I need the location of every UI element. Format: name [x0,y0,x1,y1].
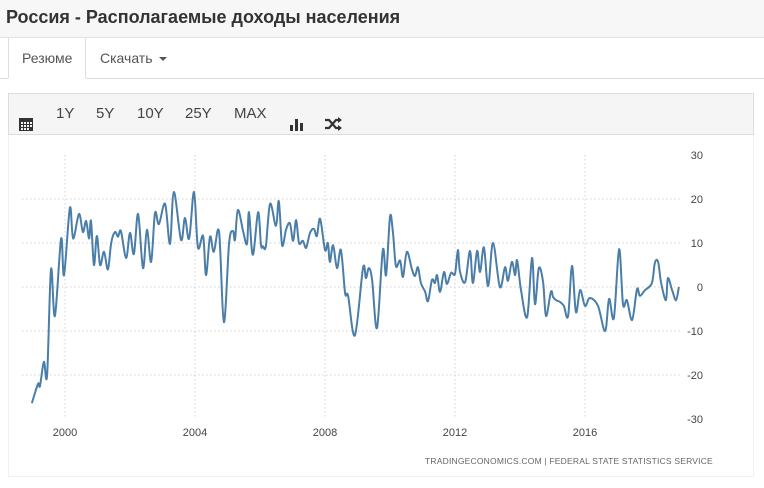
tab-summary[interactable]: Резюме [8,38,87,79]
range-5y-button[interactable]: 5Y [96,105,115,122]
x-tick-label: 2004 [183,427,207,439]
range-max-button[interactable]: MAX [234,105,267,122]
y-tick-label: 20 [691,194,703,206]
series-line [30,190,680,404]
chart-toolbar: 1Y 5Y 10Y 25Y MAX [8,93,754,135]
y-tick-label: -30 [687,414,703,426]
y-tick-label: -20 [687,370,703,382]
tab-bar: Резюме Скачать [0,38,764,79]
tab-download-label: Скачать [100,50,153,66]
y-tick-label: -10 [687,326,703,338]
title-bar: Россия - Располагаемые доходы населения [0,0,764,38]
chart-container [8,135,754,477]
y-tick-label: 30 [691,150,703,162]
shuffle-icon[interactable] [325,94,343,134]
tab-download[interactable]: Скачать [87,38,180,78]
range-25y-button[interactable]: 25Y [185,105,212,122]
page-title: Россия - Располагаемые доходы населения [6,7,401,27]
caret-down-icon [158,57,167,62]
range-10y-button[interactable]: 10Y [137,105,164,122]
x-tick-label: 2016 [573,427,597,439]
bar-chart-icon[interactable] [290,94,304,134]
source-credit: TRADINGECONOMICS.COM | FEDERAL STATE STA… [425,456,713,466]
range-1y-button[interactable]: 1Y [56,105,75,122]
x-tick-label: 2008 [313,427,337,439]
calendar-icon[interactable] [19,94,33,134]
x-tick-label: 2012 [443,427,467,439]
y-tick-label: 0 [697,282,703,294]
y-tick-label: 10 [691,238,703,250]
x-tick-label: 2000 [53,427,77,439]
